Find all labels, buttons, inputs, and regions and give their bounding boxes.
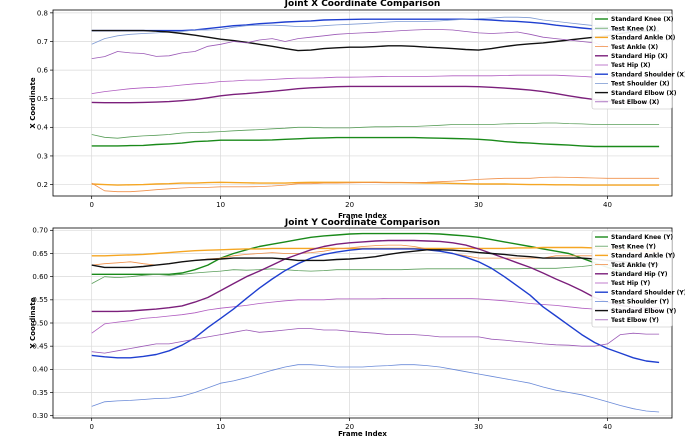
legend-label: Test Knee (Y)	[611, 243, 656, 250]
legend-label: Standard Knee (X)	[611, 16, 674, 23]
legend-item: Standard Ankle (X)	[595, 35, 676, 42]
series-line-test-knee-x	[91, 122, 660, 139]
legend-item: Test Elbow (Y)	[595, 317, 659, 324]
y-tick-label: 0.65	[32, 250, 48, 258]
x-tick-label: 30	[474, 423, 483, 431]
series-line-standard-elbow-x	[91, 29, 660, 52]
legend-item: Test Elbow (X)	[595, 99, 659, 106]
legend-item: Standard Knee (X)	[595, 16, 674, 23]
y-tick-label: 0.6	[37, 66, 49, 74]
series-line-test-shoulder-x	[91, 16, 660, 45]
legend-item: Test Hip (Y)	[595, 280, 650, 287]
y-tick-label: 0.40	[32, 366, 48, 374]
legend-label: Standard Hip (Y)	[611, 271, 668, 278]
legend-item: Test Shoulder (Y)	[595, 299, 669, 306]
x-axis-label: Frame Index	[338, 212, 387, 220]
chart-title: Joint Y Coordinate Comparison	[284, 218, 440, 228]
series-line-test-hip-y	[91, 297, 660, 334]
series-line-standard-knee-x	[91, 136, 660, 148]
y-tick-label: 0.7	[37, 38, 48, 46]
series-line-test-knee-y	[91, 264, 660, 284]
legend-item: Test Ankle (X)	[595, 44, 658, 51]
legend-label: Test Hip (Y)	[611, 280, 650, 287]
chart-panel-2: 0.30 0.35 0.40 0.45 0.50 0.55 0.60 0.65 0.70 0 10 2…	[29, 218, 685, 438]
legend-item: Standard Knee (Y)	[595, 234, 673, 241]
series-line-standard-elbow-y	[91, 249, 660, 269]
legend-item: Standard Hip (Y)	[595, 271, 668, 278]
series-line-standard-hip-x	[91, 85, 660, 104]
series-line-standard-hip-y	[91, 239, 660, 313]
legend-label: Test Ankle (X)	[611, 44, 658, 51]
legend-label: Test Ankle (Y)	[611, 262, 658, 269]
chart-title: Joint X Coordinate Comparison	[284, 0, 441, 9]
legend-item: Test Knee (Y)	[595, 243, 656, 250]
series-line-standard-knee-y	[91, 232, 660, 275]
x-tick-label: 10	[216, 423, 225, 431]
x-axis-label: Frame Index	[338, 430, 387, 438]
legend-item: Test Shoulder (X)	[595, 81, 670, 88]
series-line-test-ankle-x	[91, 176, 660, 193]
x-tick-label: 10	[216, 201, 225, 209]
legend-item: Standard Elbow (X)	[595, 90, 677, 97]
y-tick-label: 0.5	[37, 95, 48, 103]
y-axis-label: X Coordinate	[29, 77, 37, 129]
legend-label: Test Elbow (Y)	[611, 317, 659, 324]
y-tick-label: 0.35	[32, 389, 48, 397]
chart-panel-1: 0.2 0.3 0.4 0.5 0.6 0.7 0.8 0 10 20 30 40 Joint X Co…	[29, 0, 685, 220]
x-tick-label: 0	[89, 201, 93, 209]
legend-item: Standard Shoulder (Y)	[595, 289, 685, 296]
legend-label: Test Shoulder (X)	[611, 81, 670, 88]
y-tick-label: 0.60	[32, 273, 48, 281]
legend-label: Standard Ankle (X)	[611, 35, 676, 42]
legend-item: Standard Hip (X)	[595, 53, 668, 60]
y-tick-label: 0.55	[32, 296, 48, 304]
series-line-standard-shoulder-x	[91, 18, 660, 32]
x-tick-label: 20	[345, 201, 354, 209]
series-line-standard-shoulder-y	[91, 248, 660, 364]
y-tick-label: 0.50	[32, 319, 48, 327]
series-line-test-shoulder-y	[91, 364, 660, 413]
y-tick-label: 0.3	[37, 152, 48, 160]
x-tick-label: 30	[474, 201, 483, 209]
y-tick-label: 0.8	[37, 9, 48, 17]
legend-box	[591, 12, 673, 110]
legend-label: Standard Elbow (Y)	[611, 308, 676, 315]
y-tick-label: 0.45	[32, 343, 48, 351]
legend-item: Test Hip (X)	[595, 62, 651, 69]
y-tick-label: 0.30	[32, 412, 48, 420]
y-tick-label: 0.70	[32, 227, 48, 235]
legend-label: Test Knee (X)	[611, 25, 656, 32]
series-line-test-elbow-x	[91, 29, 660, 59]
series-line-test-elbow-y	[91, 328, 660, 354]
legend-label: Standard Knee (Y)	[611, 234, 673, 241]
legend-item: Standard Ankle (Y)	[595, 253, 675, 260]
legend-item: Standard Elbow (Y)	[595, 308, 676, 315]
legend-item: Test Ankle (Y)	[595, 262, 658, 269]
legend-item: Test Knee (X)	[595, 25, 656, 32]
legend-label: Standard Elbow (X)	[611, 90, 677, 97]
legend-label: Standard Shoulder (X)	[611, 71, 685, 78]
legend-label: Test Elbow (X)	[611, 99, 659, 106]
legend-label: Standard Ankle (Y)	[611, 253, 675, 260]
x-tick-label: 40	[603, 423, 612, 431]
y-axis-label: Y Coordinate	[29, 297, 37, 349]
legend-item: Standard Shoulder (X)	[595, 71, 685, 78]
legend: Standard Knee (X) Test Knee (X) Standard A…	[591, 12, 685, 110]
x-tick-label: 20	[345, 423, 354, 431]
y-tick-label: 0.2	[37, 181, 48, 189]
legend-box	[591, 230, 673, 328]
series-line-test-hip-x	[91, 74, 660, 94]
legend-label: Standard Shoulder (Y)	[611, 289, 685, 296]
legend: Standard Knee (Y) Test Knee (Y) Standard A…	[591, 230, 685, 328]
y-tick-label: 0.4	[37, 124, 49, 132]
x-tick-label: 40	[603, 201, 612, 209]
x-tick-label: 0	[89, 423, 93, 431]
legend-label: Test Hip (X)	[611, 62, 651, 69]
legend-label: Standard Hip (X)	[611, 53, 668, 60]
legend-label: Test Shoulder (Y)	[611, 299, 669, 306]
